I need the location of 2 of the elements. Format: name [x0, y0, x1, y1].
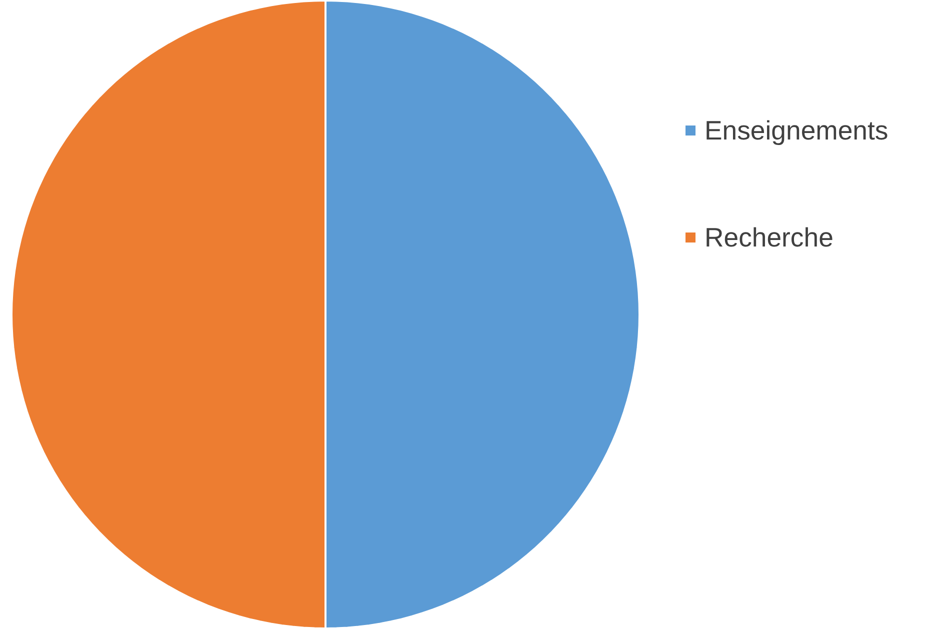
legend-label: Enseignements: [704, 116, 888, 146]
legend-label: Recherche: [704, 222, 834, 252]
